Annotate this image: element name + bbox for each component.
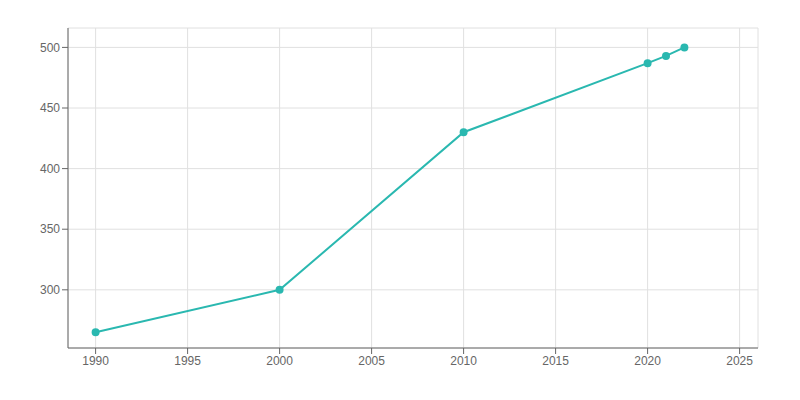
svg-text:2015: 2015 [542,354,569,368]
svg-text:1995: 1995 [174,354,201,368]
svg-text:2010: 2010 [450,354,477,368]
svg-text:2000: 2000 [266,354,293,368]
svg-text:2020: 2020 [634,354,661,368]
svg-text:400: 400 [40,162,60,176]
svg-text:2025: 2025 [726,354,753,368]
svg-text:300: 300 [40,283,60,297]
svg-text:450: 450 [40,101,60,115]
svg-text:350: 350 [40,222,60,236]
svg-text:2005: 2005 [358,354,385,368]
svg-text:500: 500 [40,41,60,55]
svg-text:1990: 1990 [82,354,109,368]
